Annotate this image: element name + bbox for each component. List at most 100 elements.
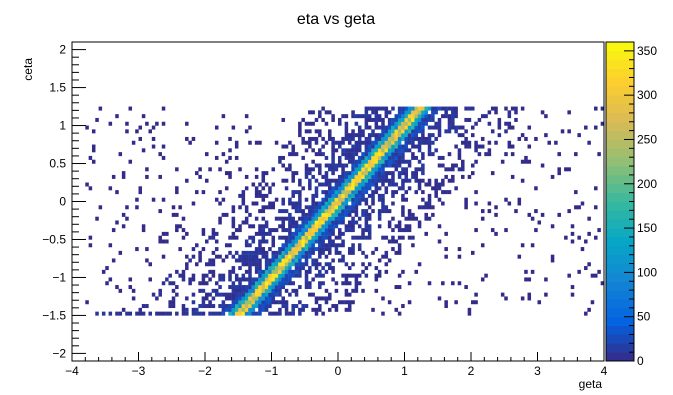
histogram-cell — [145, 304, 149, 309]
histogram-cell — [131, 288, 136, 293]
histogram-cell — [384, 125, 389, 130]
histogram-cell — [128, 159, 133, 164]
histogram-cell — [161, 311, 166, 316]
histogram-cell — [394, 182, 399, 187]
histogram-cell — [357, 186, 362, 191]
histogram-cell — [374, 288, 379, 293]
histogram-cell — [274, 281, 279, 286]
histogram-cell — [234, 288, 239, 293]
histogram-cell — [374, 106, 379, 111]
histogram-cell — [314, 228, 319, 233]
histogram-cell — [214, 125, 219, 130]
histogram-cell — [308, 144, 312, 149]
histogram-cell — [384, 186, 389, 191]
histogram-cell — [281, 277, 285, 282]
histogram-cell — [308, 235, 312, 240]
histogram-cell — [338, 182, 342, 187]
histogram-cell — [298, 190, 302, 195]
histogram-cell — [328, 292, 332, 297]
histogram-cell — [381, 125, 385, 130]
histogram-cell — [424, 121, 428, 126]
histogram-cell — [251, 182, 256, 187]
histogram-cell — [367, 224, 372, 229]
histogram-cell — [401, 228, 405, 233]
histogram-cell — [324, 193, 329, 198]
histogram-cell — [175, 285, 179, 290]
histogram-cell — [321, 144, 325, 149]
histogram-cell — [351, 220, 355, 225]
histogram-cell — [387, 110, 392, 115]
histogram-cell — [557, 212, 561, 217]
histogram-cell — [308, 243, 312, 248]
histogram-cell — [314, 258, 319, 263]
histogram-cell — [544, 133, 548, 138]
histogram-cell — [278, 235, 282, 240]
histogram-cell — [394, 224, 399, 229]
histogram-cell — [364, 216, 369, 221]
histogram-cell — [291, 220, 295, 225]
histogram-cell — [254, 201, 259, 206]
histogram-cell — [364, 144, 369, 149]
histogram-cell — [361, 190, 365, 195]
histogram-cell — [238, 167, 242, 172]
histogram-cell — [394, 129, 399, 134]
histogram-cell — [401, 114, 405, 119]
histogram-cell — [334, 281, 339, 286]
histogram-cell — [211, 304, 216, 309]
histogram-cell — [554, 140, 558, 145]
histogram-cell — [201, 231, 206, 236]
histogram-cell — [138, 190, 143, 195]
histogram-cell — [341, 148, 345, 153]
histogram-cell — [158, 235, 162, 240]
y-tick-label: 1.5 — [49, 81, 66, 95]
histogram-cell — [198, 304, 202, 309]
histogram-cell — [384, 136, 389, 141]
histogram-cell — [361, 250, 365, 255]
histogram-cell — [288, 311, 292, 316]
histogram-cell — [427, 152, 432, 157]
histogram-cell — [318, 235, 322, 240]
histogram-cell — [434, 186, 438, 191]
histogram-cell — [354, 178, 359, 183]
histogram-cell — [381, 163, 385, 168]
histogram-cell — [161, 155, 166, 160]
histogram-cell — [344, 281, 349, 286]
histogram-cell — [351, 110, 355, 115]
histogram-cell — [211, 273, 216, 278]
histogram-cell — [288, 239, 292, 244]
histogram-cell — [254, 262, 259, 267]
histogram-cell — [191, 292, 196, 297]
histogram-cell — [278, 224, 282, 229]
histogram-cell — [298, 239, 302, 244]
histogram-cell — [188, 281, 192, 286]
histogram-cell — [417, 205, 422, 210]
histogram-cell — [357, 133, 362, 138]
histogram-cell — [91, 129, 96, 134]
histogram-cell — [530, 269, 535, 274]
histogram-cell — [404, 106, 409, 111]
histogram-cell — [334, 167, 339, 172]
histogram-cell — [391, 106, 395, 111]
histogram-cell — [384, 110, 389, 115]
histogram-cell — [394, 159, 399, 164]
histogram-cell — [391, 148, 395, 153]
histogram-cell — [341, 152, 345, 157]
histogram-cell — [308, 182, 312, 187]
z-tick-label: 150 — [637, 221, 657, 235]
histogram-cell — [288, 220, 292, 225]
histogram-cell — [407, 281, 412, 286]
histogram-cell — [421, 129, 425, 134]
histogram-cell — [597, 152, 601, 157]
histogram-cell — [294, 220, 299, 225]
histogram-cell — [397, 311, 402, 316]
histogram-cell — [298, 129, 302, 134]
histogram-cell — [357, 247, 362, 252]
histogram-cell — [195, 262, 199, 267]
histogram-cell — [464, 106, 468, 111]
histogram-cell — [271, 288, 276, 293]
histogram-cell — [347, 228, 352, 233]
histogram-cell — [278, 292, 282, 297]
histogram-cell — [311, 277, 315, 282]
histogram-cell — [464, 285, 468, 290]
histogram-cell — [281, 269, 285, 274]
